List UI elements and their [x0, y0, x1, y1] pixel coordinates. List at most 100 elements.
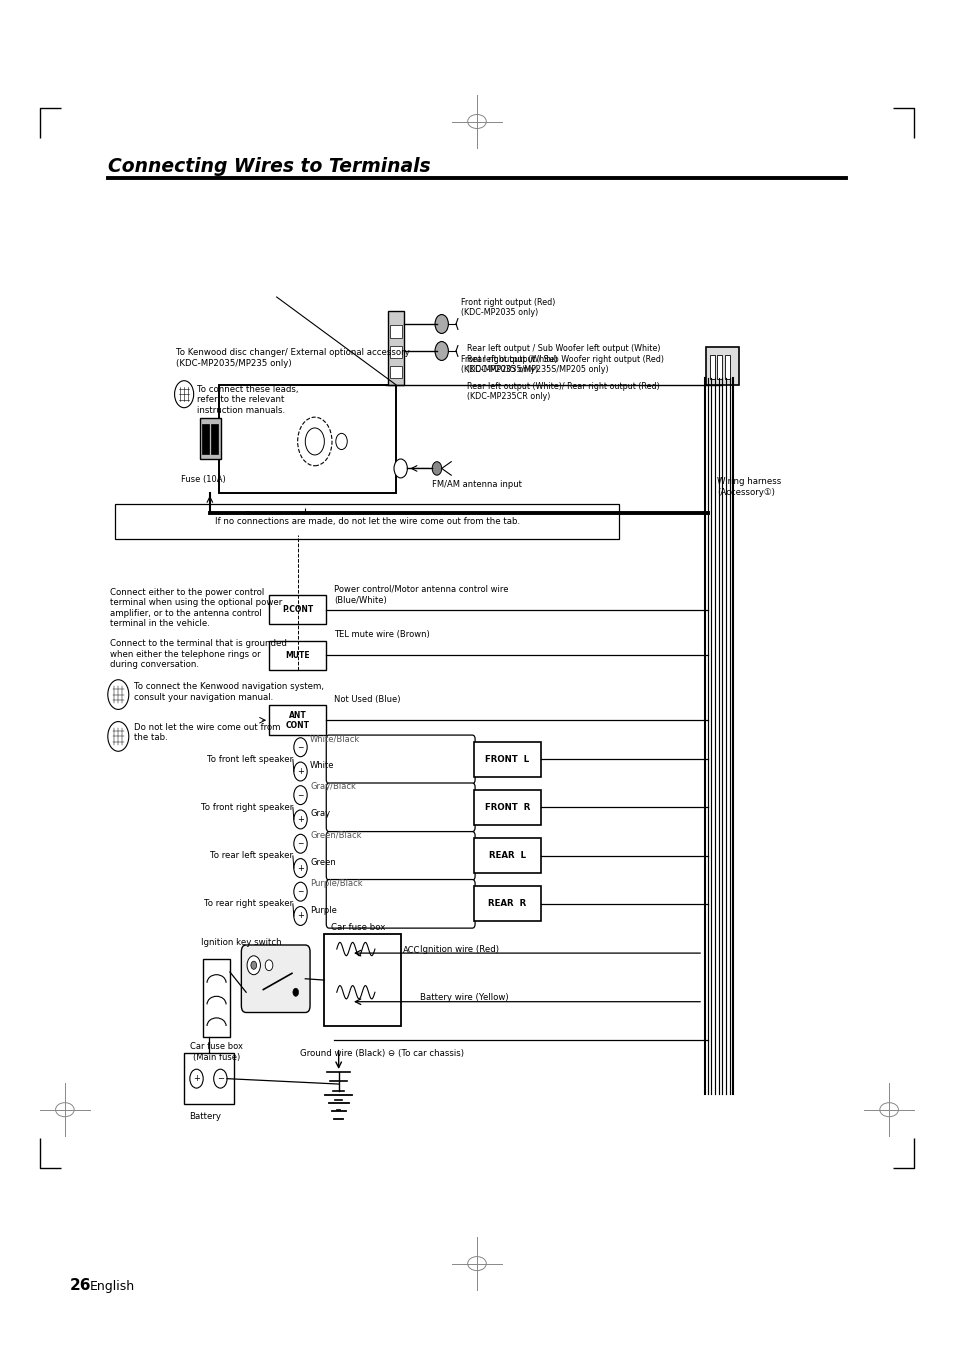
Circle shape — [435, 315, 448, 333]
FancyBboxPatch shape — [388, 310, 403, 385]
FancyBboxPatch shape — [269, 641, 326, 671]
FancyBboxPatch shape — [219, 385, 395, 493]
Text: Green/Black: Green/Black — [310, 830, 361, 840]
FancyBboxPatch shape — [202, 424, 209, 454]
Text: ANT
CONT: ANT CONT — [285, 710, 310, 730]
FancyBboxPatch shape — [474, 743, 540, 778]
Text: To Kenwood disc changer/ External optional accessory
(KDC-MP2035/MP235 only): To Kenwood disc changer/ External option… — [176, 348, 410, 367]
Text: Purple: Purple — [310, 906, 336, 915]
Circle shape — [335, 433, 347, 450]
Text: English: English — [90, 1280, 134, 1293]
Text: Ignition wire (Red): Ignition wire (Red) — [419, 945, 498, 953]
Text: Ground wire (Black) ⊖ (To car chassis): Ground wire (Black) ⊖ (To car chassis) — [299, 1049, 463, 1057]
Text: TEL mute wire (Brown): TEL mute wire (Brown) — [334, 630, 429, 640]
Text: To front left speaker: To front left speaker — [207, 755, 293, 764]
Text: −: − — [297, 743, 303, 752]
FancyBboxPatch shape — [200, 418, 221, 459]
Text: Ignition key switch: Ignition key switch — [201, 938, 281, 946]
Text: To rear right speaker: To rear right speaker — [204, 899, 293, 909]
Text: Connecting Wires to Terminals: Connecting Wires to Terminals — [108, 157, 430, 176]
Circle shape — [247, 956, 260, 975]
Text: P.CONT: P.CONT — [282, 605, 313, 614]
FancyBboxPatch shape — [326, 734, 475, 783]
Text: To rear left speaker: To rear left speaker — [210, 852, 293, 860]
Text: Battery: Battery — [189, 1112, 221, 1122]
FancyBboxPatch shape — [326, 880, 475, 929]
Circle shape — [294, 737, 307, 756]
Text: 26: 26 — [70, 1278, 91, 1293]
Circle shape — [108, 680, 129, 710]
Circle shape — [174, 381, 193, 408]
Circle shape — [294, 907, 307, 926]
Text: (Blue/White): (Blue/White) — [334, 597, 386, 605]
Text: Power control/Motor antenna control wire: Power control/Motor antenna control wire — [334, 585, 508, 594]
Text: Rear left output / Sub Woofer left output (White)
Rear right output / Sub Woofer: Rear left output / Sub Woofer left outpu… — [467, 344, 663, 374]
Text: To connect these leads,
refer to the relevant
instruction manuals.: To connect these leads, refer to the rel… — [197, 385, 298, 414]
Text: Car fuse box: Car fuse box — [331, 923, 384, 932]
Text: Gray: Gray — [310, 809, 330, 818]
Text: FM/AM antenna input: FM/AM antenna input — [432, 481, 521, 489]
Circle shape — [305, 428, 324, 455]
FancyBboxPatch shape — [326, 783, 475, 832]
Circle shape — [297, 417, 332, 466]
FancyBboxPatch shape — [184, 1053, 233, 1104]
Circle shape — [108, 721, 129, 751]
FancyBboxPatch shape — [324, 934, 400, 1026]
Text: Rear left output (White)/ Rear right output (Red)
(KDC-MP235CR only): Rear left output (White)/ Rear right out… — [467, 382, 659, 401]
FancyBboxPatch shape — [390, 346, 401, 358]
Text: Purple/Black: Purple/Black — [310, 879, 362, 888]
Text: Battery wire (Yellow): Battery wire (Yellow) — [419, 994, 508, 1002]
Text: +: + — [296, 864, 304, 872]
Circle shape — [435, 342, 448, 360]
FancyBboxPatch shape — [717, 355, 721, 379]
Text: To connect the Kenwood navigation system,
consult your navigation manual.: To connect the Kenwood navigation system… — [133, 683, 323, 702]
Text: Wiring harness
(Accessory①): Wiring harness (Accessory①) — [717, 478, 781, 497]
Text: −: − — [297, 840, 303, 848]
Circle shape — [294, 834, 307, 853]
Text: Fuse (10A): Fuse (10A) — [181, 475, 226, 483]
FancyBboxPatch shape — [474, 838, 540, 873]
Text: −: − — [297, 791, 303, 799]
Text: REAR  L: REAR L — [489, 852, 525, 860]
Text: Gray/Black: Gray/Black — [310, 782, 355, 791]
Text: Green: Green — [310, 857, 335, 867]
FancyBboxPatch shape — [724, 355, 729, 379]
Text: FRONT  R: FRONT R — [484, 803, 530, 811]
FancyBboxPatch shape — [709, 355, 714, 379]
FancyBboxPatch shape — [326, 832, 475, 880]
Text: +: + — [296, 911, 304, 921]
Text: White: White — [310, 761, 335, 770]
Text: +: + — [193, 1075, 200, 1083]
Text: −: − — [297, 887, 303, 896]
Text: Front right output (Red)
(KDC-MP2035 only): Front right output (Red) (KDC-MP2035 onl… — [460, 298, 555, 317]
Text: +: + — [296, 767, 304, 776]
Text: Car fuse box
(Main fuse): Car fuse box (Main fuse) — [190, 1042, 243, 1061]
FancyBboxPatch shape — [203, 958, 230, 1037]
Text: FRONT  L: FRONT L — [485, 755, 529, 764]
FancyBboxPatch shape — [474, 790, 540, 825]
FancyBboxPatch shape — [211, 424, 217, 454]
Text: +: + — [296, 815, 304, 824]
Text: REAR  R: REAR R — [488, 899, 526, 909]
Text: White/Black: White/Black — [310, 734, 360, 743]
FancyBboxPatch shape — [390, 366, 401, 378]
Text: −: − — [216, 1075, 224, 1083]
Circle shape — [294, 883, 307, 902]
FancyBboxPatch shape — [474, 886, 540, 921]
Circle shape — [294, 761, 307, 780]
FancyBboxPatch shape — [705, 347, 739, 385]
Text: To front right speaker: To front right speaker — [200, 803, 293, 811]
FancyBboxPatch shape — [269, 594, 326, 624]
Text: ACC: ACC — [402, 946, 419, 954]
Text: MUTE: MUTE — [285, 651, 310, 660]
Text: Do not let the wire come out from
the tab.: Do not let the wire come out from the ta… — [133, 724, 280, 742]
FancyBboxPatch shape — [241, 945, 310, 1012]
FancyBboxPatch shape — [390, 325, 401, 338]
Circle shape — [294, 786, 307, 805]
Circle shape — [432, 462, 441, 475]
Circle shape — [294, 810, 307, 829]
Circle shape — [213, 1069, 227, 1088]
Text: Front left output (White)
(KDC-MP2035 only): Front left output (White) (KDC-MP2035 on… — [460, 355, 557, 374]
FancyBboxPatch shape — [269, 705, 326, 734]
Circle shape — [265, 960, 273, 971]
